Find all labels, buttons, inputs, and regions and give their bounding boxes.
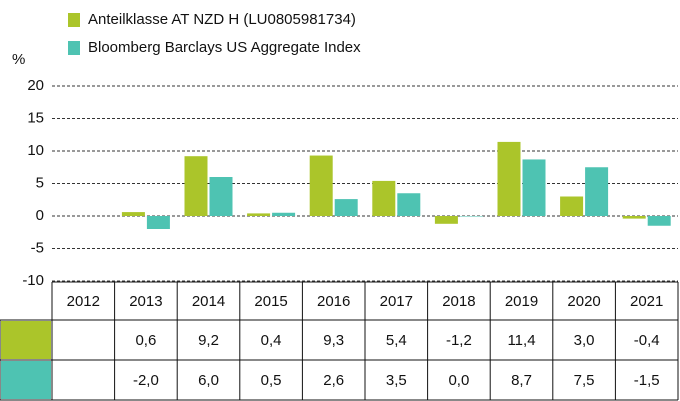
x-tick-label: 2019 bbox=[505, 293, 538, 310]
table-value: 0,5 bbox=[261, 372, 282, 389]
x-tick-label: 2020 bbox=[567, 293, 600, 310]
bar bbox=[622, 216, 646, 219]
legend-swatch bbox=[68, 41, 80, 55]
table-value: 3,5 bbox=[386, 372, 407, 389]
bar bbox=[209, 177, 233, 216]
bar bbox=[522, 159, 546, 216]
table-value: 11,4 bbox=[507, 332, 535, 349]
table-value: -1,5 bbox=[634, 372, 660, 389]
bar bbox=[585, 167, 609, 216]
table-value: 9,2 bbox=[198, 332, 219, 349]
bar bbox=[497, 141, 521, 216]
table-value: 0,4 bbox=[261, 332, 282, 349]
bar bbox=[459, 216, 483, 217]
y-tick-label: 10 bbox=[27, 142, 44, 159]
bar bbox=[434, 216, 458, 224]
y-axis-label: % bbox=[12, 51, 25, 68]
x-tick-label: 2012 bbox=[67, 293, 100, 310]
y-tick-label: 20 bbox=[27, 77, 44, 94]
y-tick-label: 0 bbox=[36, 207, 44, 224]
table-value: 3,0 bbox=[574, 332, 595, 349]
table-value: 0,0 bbox=[448, 372, 469, 389]
x-tick-label: 2014 bbox=[192, 293, 225, 310]
table-value: 5,4 bbox=[386, 332, 407, 349]
x-tick-label: 2017 bbox=[380, 293, 413, 310]
bar bbox=[560, 196, 584, 216]
legend-label: Bloomberg Barclays US Aggregate Index bbox=[88, 39, 361, 56]
legend-swatch bbox=[68, 13, 80, 27]
table-value: 6,0 bbox=[198, 372, 219, 389]
bar bbox=[146, 216, 170, 229]
x-tick-label: 2015 bbox=[254, 293, 287, 310]
bar bbox=[247, 213, 271, 216]
y-tick-label: -5 bbox=[31, 239, 44, 256]
bar bbox=[121, 212, 145, 216]
bar bbox=[272, 212, 296, 216]
x-tick-label: 2016 bbox=[317, 293, 350, 310]
bar bbox=[334, 199, 358, 216]
table-value: -1,2 bbox=[446, 332, 472, 349]
bar bbox=[184, 156, 208, 216]
y-tick-label: 15 bbox=[27, 109, 44, 126]
y-tick-label: -10 bbox=[22, 272, 44, 289]
y-tick-label: 5 bbox=[36, 174, 44, 191]
x-tick-label: 2021 bbox=[630, 293, 663, 310]
table-value: 0,6 bbox=[135, 332, 156, 349]
bar bbox=[309, 155, 333, 216]
table-value: 8,7 bbox=[511, 372, 532, 389]
x-tick-label: 2013 bbox=[129, 293, 162, 310]
bar bbox=[647, 216, 671, 226]
legend-label: Anteilklasse AT NZD H (LU0805981734) bbox=[88, 11, 356, 28]
bar bbox=[397, 193, 421, 216]
table-swatch bbox=[1, 361, 51, 399]
table-value: -2,0 bbox=[133, 372, 159, 389]
table-swatch bbox=[1, 321, 51, 359]
bar bbox=[372, 180, 396, 216]
x-tick-label: 2018 bbox=[442, 293, 475, 310]
table-value: 2,6 bbox=[323, 372, 344, 389]
table-value: 9,3 bbox=[323, 332, 344, 349]
table-value: 7,5 bbox=[574, 372, 595, 389]
table-value: -0,4 bbox=[634, 332, 660, 349]
